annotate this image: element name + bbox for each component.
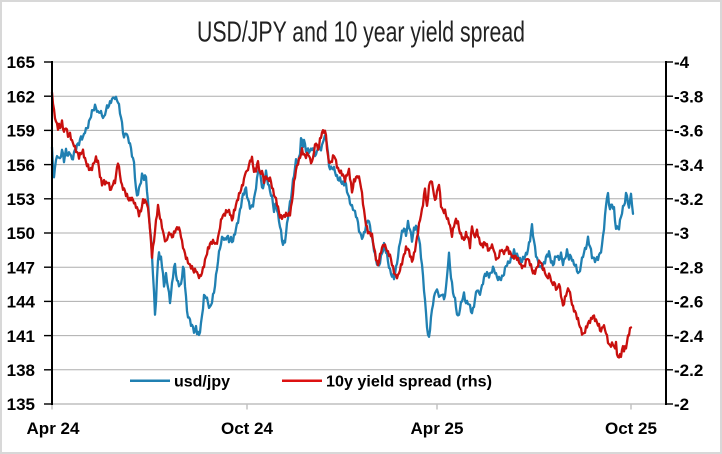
svg-text:10y yield spread (rhs): 10y yield spread (rhs) [326,374,492,391]
svg-text:Oct 24: Oct 24 [221,419,274,438]
svg-text:USD/JPY and 10 year yield spre: USD/JPY and 10 year yield spread [197,17,525,49]
svg-text:-2.2: -2.2 [674,361,703,380]
svg-text:usd/jpy: usd/jpy [174,374,230,391]
svg-text:-3.6: -3.6 [674,122,703,141]
svg-text:135: 135 [7,395,35,414]
svg-text:141: 141 [7,327,35,346]
svg-text:-2: -2 [674,395,689,414]
svg-text:-3.2: -3.2 [674,190,703,209]
svg-text:165: 165 [7,53,35,72]
svg-text:138: 138 [7,361,35,380]
svg-text:-2.4: -2.4 [674,327,704,346]
svg-text:-2.6: -2.6 [674,293,703,312]
svg-text:159: 159 [7,122,35,141]
svg-text:153: 153 [7,190,35,209]
svg-text:156: 156 [7,156,35,175]
svg-text:-4: -4 [674,53,690,72]
svg-text:-3.8: -3.8 [674,87,703,106]
svg-text:144: 144 [7,293,36,312]
svg-text:-2.8: -2.8 [674,258,703,277]
svg-text:-3.4: -3.4 [674,156,704,175]
svg-text:Oct 25: Oct 25 [605,419,657,438]
svg-text:162: 162 [7,87,35,106]
svg-text:Apr 25: Apr 25 [411,419,464,438]
svg-text:147: 147 [7,258,35,277]
svg-text:Apr 24: Apr 24 [27,419,80,438]
svg-text:-3: -3 [674,224,689,243]
svg-text:150: 150 [7,224,35,243]
